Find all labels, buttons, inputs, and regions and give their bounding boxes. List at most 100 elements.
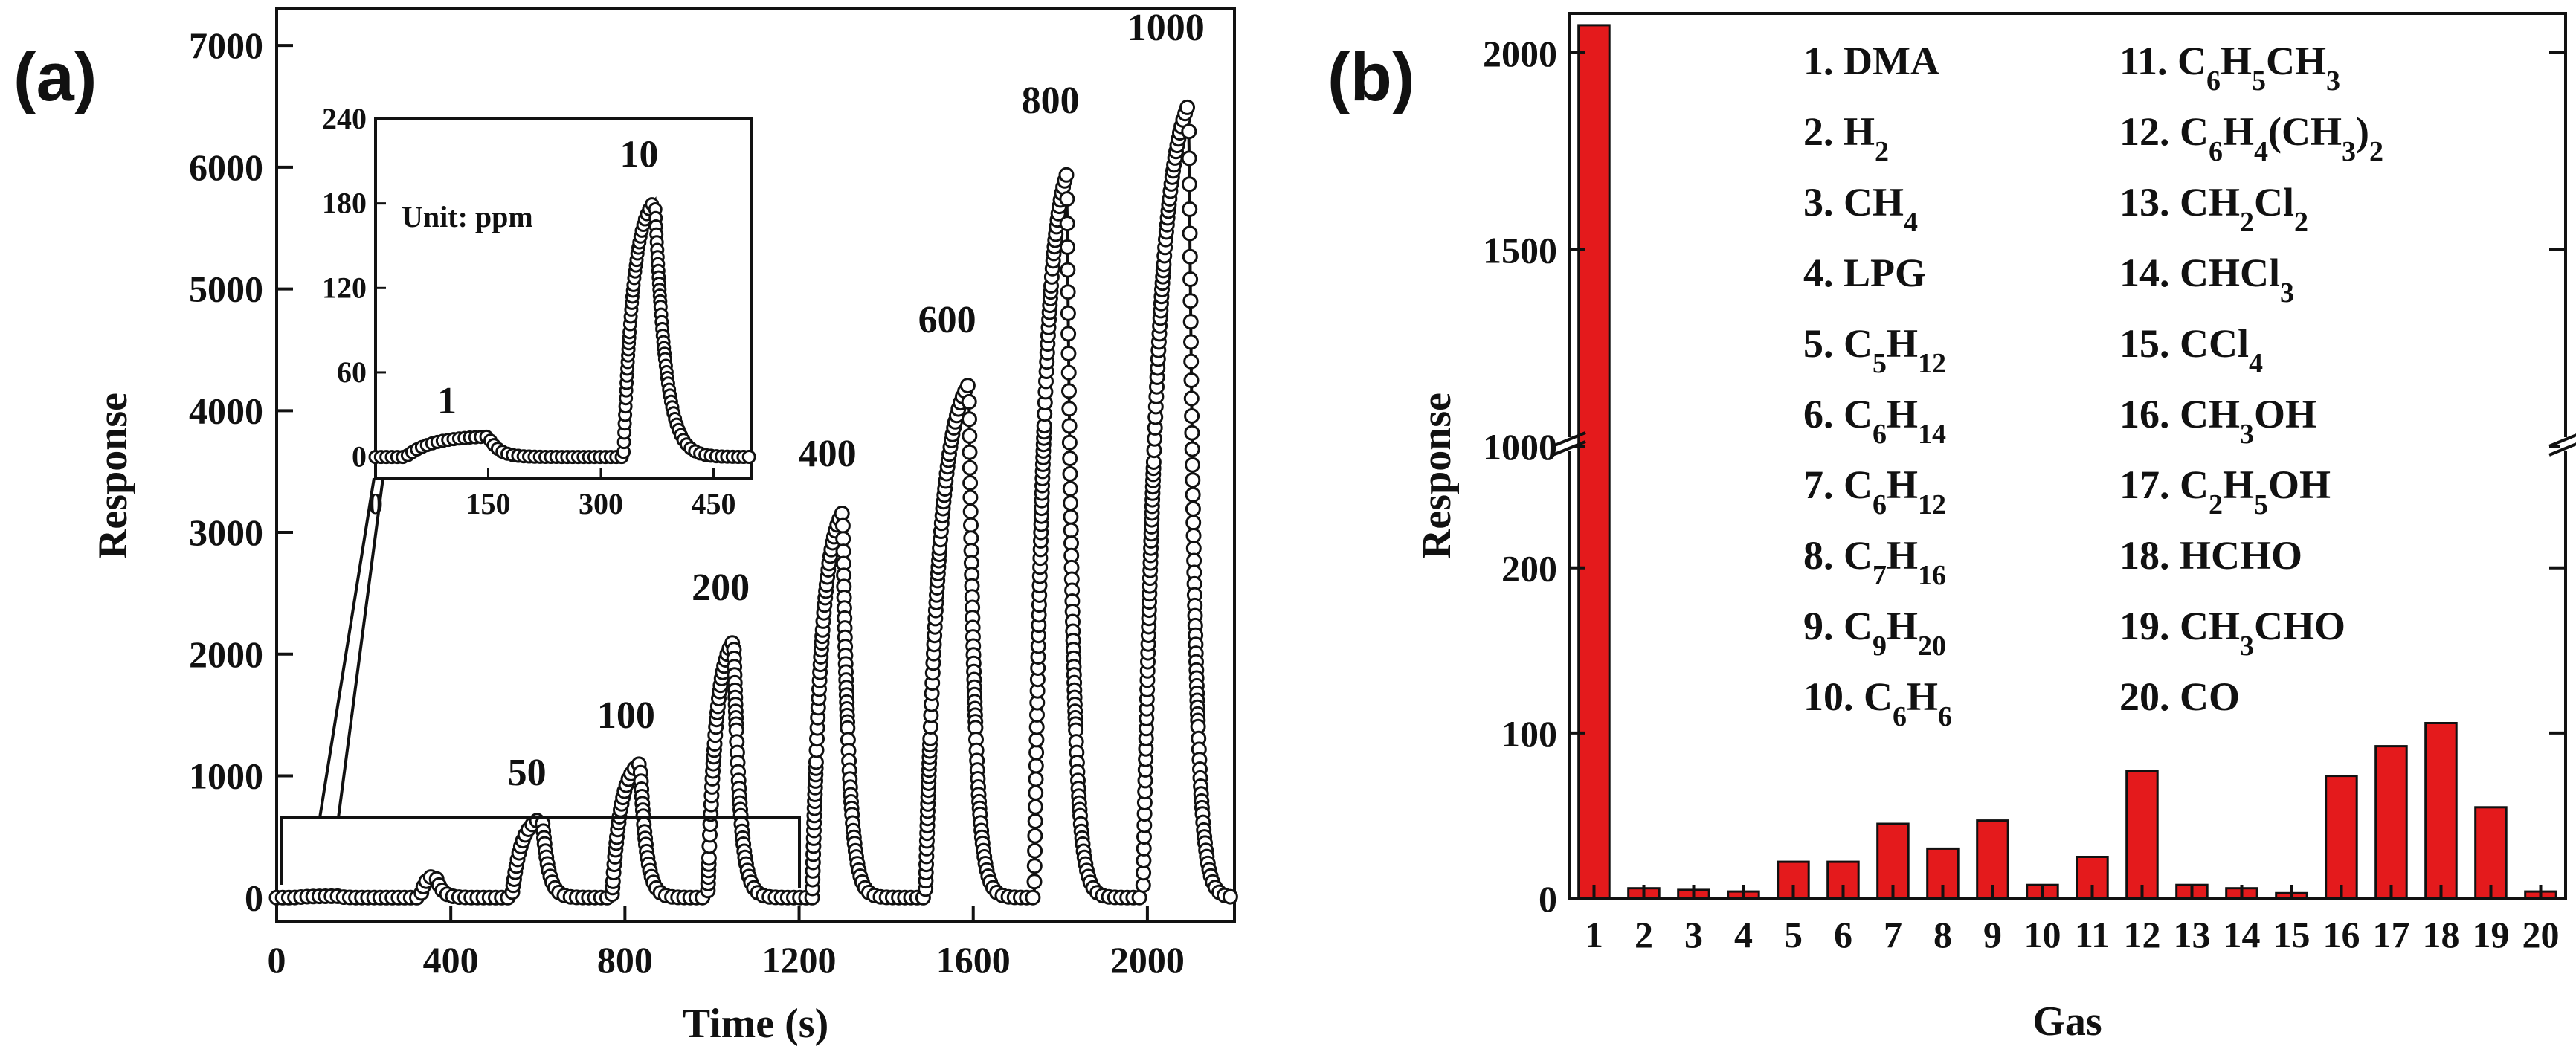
legend-entry: 14. CHCl3 — [2119, 251, 2294, 309]
inset-x-ticks: 0 150 300 450 — [368, 468, 736, 520]
x-tick-label: 800 — [597, 939, 653, 981]
data-point-marker — [1027, 813, 1043, 829]
legend-entry-part: 2. H — [1803, 109, 1875, 154]
data-point-marker — [1027, 828, 1043, 844]
data-point-marker — [1182, 225, 1198, 242]
legend-entry-part: 10. C — [1803, 674, 1893, 719]
zoom-region-box — [280, 816, 801, 888]
data-point-marker — [1061, 418, 1078, 434]
x-tick-label: 7 — [1884, 914, 1902, 955]
panel-a-y-ticks: 0 1000 2000 3000 4000 5000 6000 7000 — [189, 25, 293, 918]
data-point-marker — [1185, 472, 1201, 488]
legend-entry-part: 3 — [2342, 136, 2356, 167]
x-tick-label: 0 — [268, 939, 286, 981]
legend-entry-part: 7. C — [1803, 462, 1873, 507]
panel-b-bars — [1577, 24, 2557, 900]
axis-break-slash-right — [2548, 433, 2576, 448]
axis-break-slash-left — [1552, 440, 1586, 457]
panel-b-y-ticks: 0 100 200 1000 1500 2000 — [1483, 33, 2566, 920]
x-tick-label: 5 — [1784, 914, 1803, 955]
legend-entry-part: H — [1887, 462, 1918, 507]
bar-gas-19 — [2474, 806, 2508, 900]
data-point-marker — [1222, 888, 1238, 905]
legend-entry-part: 2 — [2294, 207, 2308, 238]
data-point-marker — [959, 378, 976, 394]
y-tick-label: 5000 — [189, 268, 263, 310]
legend-entry-part: 5. C — [1803, 321, 1873, 366]
data-point-marker — [963, 517, 979, 533]
panel-a-label: (a) — [13, 39, 97, 115]
concentration-label: 100 — [597, 694, 655, 737]
legend-entry-part: 17. C — [2119, 462, 2209, 507]
legend-entry-part: CH — [2266, 39, 2326, 83]
legend-entry-part: 6. C — [1803, 392, 1873, 436]
legend-entry-part: 20 — [1918, 630, 1946, 662]
panel-a-x-ticks: 0 400 800 1200 1600 2000 — [268, 906, 1185, 981]
x-tick-label: 1200 — [762, 939, 837, 981]
legend-entry-part: 5 — [2252, 65, 2266, 97]
data-point-marker — [1181, 176, 1197, 193]
y-tick-label: 3000 — [189, 512, 263, 553]
x-tick-label: 16 — [2323, 914, 2360, 955]
legend-entry-part: 14 — [1918, 419, 1946, 450]
legend-entry-part: 4 — [2249, 348, 2263, 379]
x-tick-label: 6 — [1834, 914, 1852, 955]
data-point-marker — [1060, 262, 1076, 278]
data-point-marker — [1184, 408, 1200, 424]
panel-b-y-axis-label: Response — [1414, 393, 1460, 559]
legend-entry-part: 3 — [2280, 277, 2294, 309]
panel-b-axes-frame — [1568, 12, 2567, 900]
concentration-label: 200 — [692, 567, 750, 609]
inset-x-tick-label: 150 — [466, 487, 511, 520]
inset-peak-labels: 1 10 — [437, 134, 659, 422]
x-tick-label: 17 — [2373, 914, 2410, 955]
data-point-marker — [1059, 191, 1075, 207]
legend-entry: 7. C6H12 — [1803, 462, 1946, 520]
legend-entry-part: OH — [2254, 392, 2316, 436]
y-tick-label: 1000 — [1483, 426, 1557, 468]
inset-y-tick-label: 240 — [322, 102, 367, 135]
data-point-marker — [1179, 99, 1195, 115]
x-tick-label: 19 — [2473, 914, 2510, 955]
legend-entry-part: 5 — [2254, 489, 2268, 520]
data-point-marker — [1185, 515, 1202, 531]
legend-entry-part: H — [1887, 533, 1918, 578]
inset-y-tick-label: 0 — [352, 440, 367, 474]
data-point-marker — [1183, 334, 1199, 350]
legend-entry-part: 5 — [1873, 348, 1887, 379]
legend-entry-part: 3 — [2240, 630, 2254, 662]
data-point-marker — [1062, 480, 1078, 497]
x-tick-label: 2000 — [1110, 939, 1185, 981]
data-point-marker — [1059, 216, 1075, 232]
data-point-marker — [1185, 486, 1201, 503]
panel-b-x-ticks: 1 2 3 4 5 6 7 8 9 10 11 12 13 14 15 16 17 18 19 20 — [1585, 885, 2560, 955]
inset-concentration-label: 10 — [620, 134, 659, 176]
legend-entry-part: 13. CH — [2119, 180, 2240, 225]
data-point-marker — [1184, 441, 1200, 457]
x-tick-label: 14 — [2224, 914, 2261, 955]
legend-entry-part: 4 — [2254, 136, 2268, 167]
legend-entry-part: H — [1887, 392, 1918, 436]
axis-break-slash-right — [2548, 442, 2576, 457]
legend-entry-part: H — [2221, 39, 2252, 83]
y-tick-label: 4000 — [189, 390, 263, 431]
data-point-marker — [1028, 758, 1044, 774]
legend-entry: 13. CH2Cl2 — [2119, 180, 2308, 238]
data-point-marker — [1183, 353, 1200, 370]
data-point-marker — [1061, 383, 1077, 399]
panel-a-axes-frame — [275, 7, 1236, 923]
legend-entry: 1. DMA — [1803, 39, 1939, 83]
legend-entry-part: 19. CH — [2119, 604, 2240, 648]
data-point-marker — [1026, 858, 1043, 874]
data-point-marker — [1062, 451, 1078, 467]
x-tick-label: 18 — [2423, 914, 2460, 955]
concentration-label: 600 — [918, 299, 976, 341]
legend-entry-part: 20. CO — [2119, 674, 2240, 719]
inset-y-ticks: 0 60 120 180 240 — [322, 102, 386, 474]
data-point-marker — [1183, 390, 1200, 407]
legend-entry-part: 11. C — [2119, 39, 2206, 83]
legend-entry-part: 3 — [2240, 419, 2254, 450]
data-point-marker — [1182, 293, 1199, 309]
legend-entry-part: (CH — [2268, 109, 2342, 154]
